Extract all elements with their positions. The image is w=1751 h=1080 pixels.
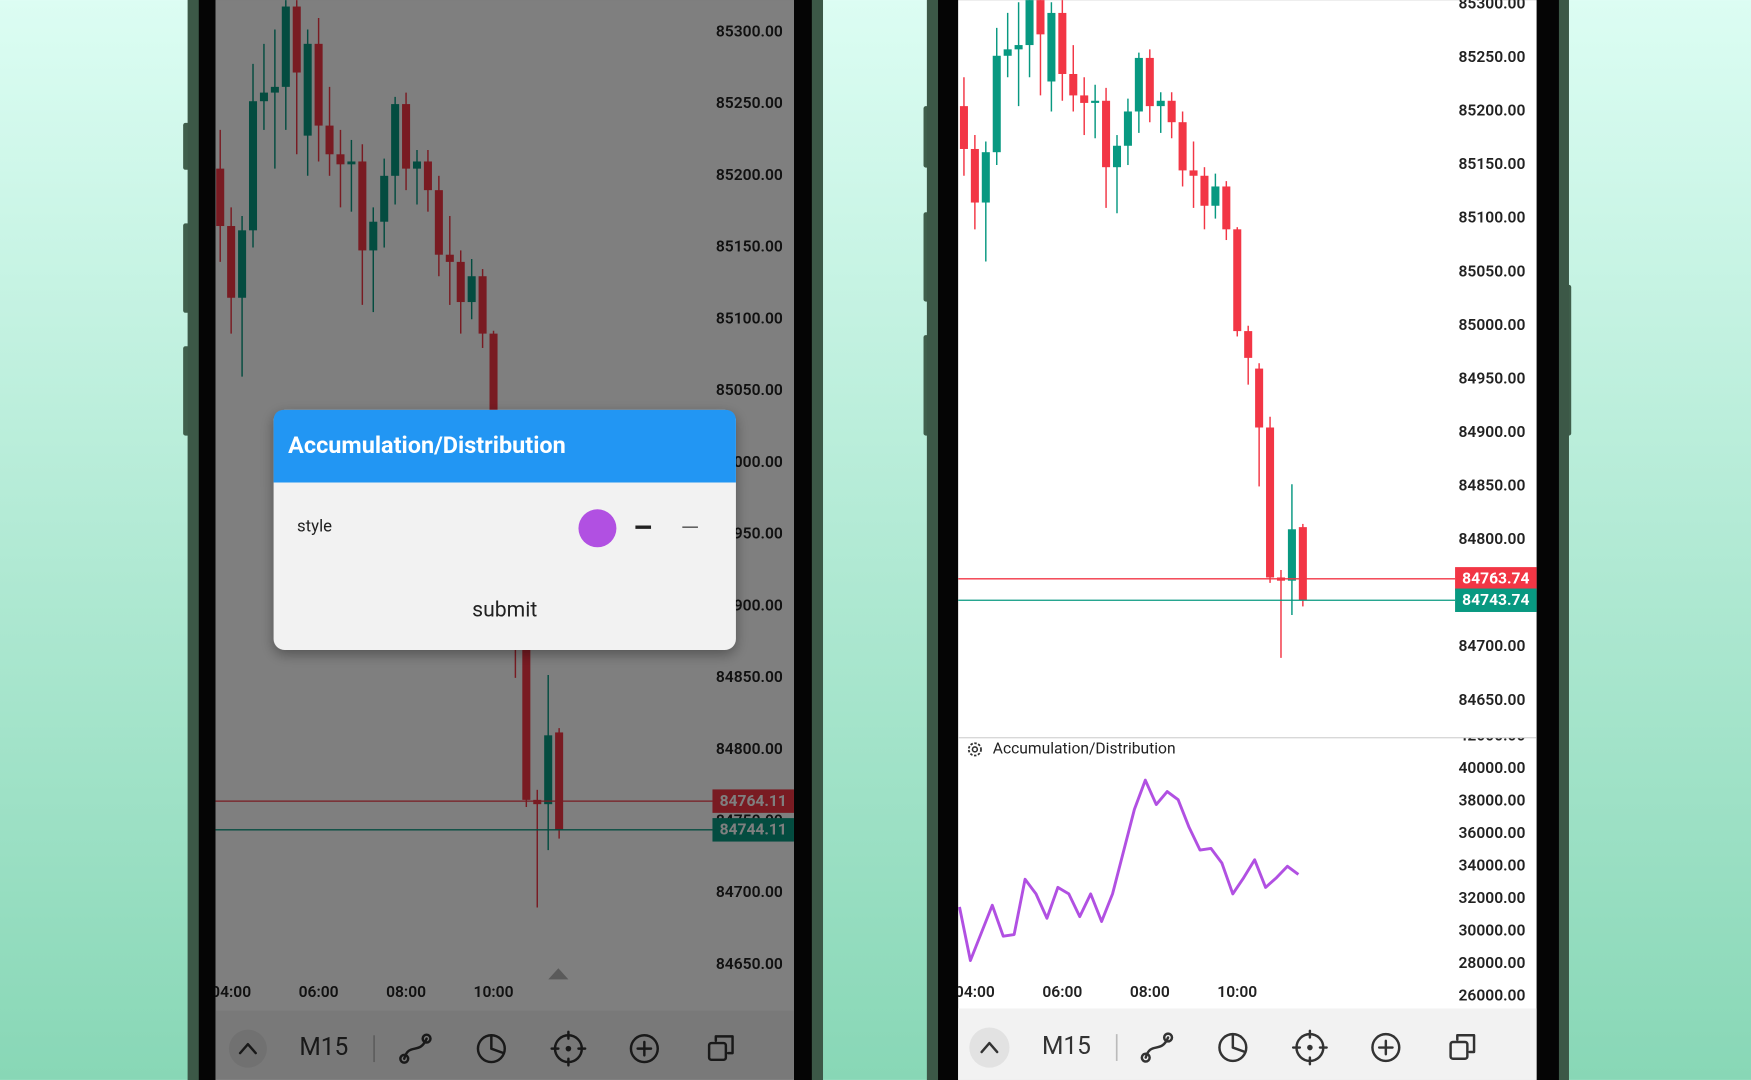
candle-body bbox=[1014, 45, 1023, 50]
indicator-label: 34000.00 bbox=[1458, 855, 1525, 874]
indicator-label: 32000.00 bbox=[1458, 888, 1525, 907]
field-label: style bbox=[297, 517, 332, 537]
indicator-axis: 42000.00 40000.00 38000.00 36000.00 34000.00… bbox=[1458, 725, 1525, 1004]
price-label: 85050.00 bbox=[1458, 261, 1525, 280]
price-label: 85100.00 bbox=[1458, 208, 1525, 227]
candle-body bbox=[1047, 12, 1056, 82]
candle-body bbox=[1069, 73, 1078, 96]
indicator-label: 38000.00 bbox=[1458, 790, 1525, 809]
indicator-label: 30000.00 bbox=[1458, 920, 1525, 939]
price-label: 85200.00 bbox=[1458, 101, 1525, 120]
price-label: 85300.00 bbox=[1458, 0, 1525, 12]
candle-body bbox=[981, 152, 990, 203]
price-label: 85250.00 bbox=[1458, 47, 1525, 66]
candle-body bbox=[1123, 111, 1132, 146]
indicator-pane bbox=[958, 778, 1300, 962]
candle-body bbox=[1244, 331, 1253, 358]
candle-body bbox=[1091, 100, 1100, 103]
candle-body bbox=[1167, 100, 1176, 123]
candle-body bbox=[1036, 0, 1045, 35]
candle-body bbox=[1222, 186, 1231, 230]
candle-body bbox=[1003, 49, 1012, 56]
candle-body bbox=[1200, 175, 1209, 206]
candle-body bbox=[1266, 427, 1275, 578]
candle-body bbox=[1287, 529, 1296, 581]
right-phone: 04:00 06:00 08:00 10:00 85300.00 85250.00 852… bbox=[923, 0, 1572, 1080]
candle-body bbox=[1058, 12, 1067, 74]
candle-body bbox=[1233, 229, 1242, 332]
candle-body bbox=[970, 148, 979, 203]
indicator-title[interactable]: Accumulation/Distribution bbox=[993, 739, 1176, 758]
indicator-label: 26000.00 bbox=[1458, 985, 1525, 1004]
price-label: 84900.00 bbox=[1458, 422, 1525, 441]
candle-body bbox=[1112, 145, 1122, 168]
candle-body bbox=[1211, 186, 1220, 206]
price-tag bbox=[1455, 588, 1537, 612]
price-axis: 85300.00 85250.00 85200.00 85150.00 85100.00… bbox=[1455, 0, 1537, 709]
candle-body bbox=[1145, 57, 1154, 107]
price-tag-label: 84743.74 bbox=[1462, 590, 1529, 609]
price-tag bbox=[1455, 567, 1537, 591]
price-label: 85000.00 bbox=[1458, 315, 1525, 334]
time-axis: 04:00 06:00 08:00 10:00 bbox=[955, 982, 1257, 1001]
time-label: 08:00 bbox=[1130, 982, 1170, 1001]
submit-button[interactable]: submit bbox=[472, 598, 537, 623]
candle-body bbox=[1255, 368, 1264, 428]
screen bbox=[958, 0, 1537, 1080]
time-label: 04:00 bbox=[955, 982, 995, 1001]
price-label: 84950.00 bbox=[1458, 368, 1525, 387]
candle-body bbox=[992, 55, 1001, 153]
candle-body bbox=[959, 106, 968, 149]
price-label: 84800.00 bbox=[1458, 529, 1525, 548]
indicator-label: 42000.00 bbox=[1458, 725, 1525, 744]
toolbar bbox=[958, 1008, 1537, 1080]
indicator-label: 36000.00 bbox=[1458, 823, 1525, 842]
candle-body bbox=[1025, 0, 1034, 46]
dialog bbox=[273, 409, 736, 650]
price-tag-label: 84763.74 bbox=[1462, 569, 1529, 588]
candle-body bbox=[1080, 95, 1089, 103]
price-label: 84650.00 bbox=[1458, 690, 1525, 709]
candle-body bbox=[1102, 100, 1111, 168]
settings-icon[interactable] bbox=[967, 742, 982, 757]
dialog-header bbox=[273, 409, 736, 483]
candle-body bbox=[1298, 527, 1307, 600]
indicator-label: 40000.00 bbox=[1458, 758, 1525, 777]
timeframe[interactable]: M15 bbox=[1042, 1031, 1091, 1060]
color-picker[interactable] bbox=[578, 509, 617, 548]
dialog-title: Accumulation/Distribution bbox=[288, 431, 566, 459]
candle-body bbox=[1134, 57, 1143, 112]
time-label: 06:00 bbox=[1042, 982, 1082, 1001]
expand-button[interactable] bbox=[969, 1027, 1010, 1068]
price-label: 84700.00 bbox=[1458, 636, 1525, 655]
price-label: 84850.00 bbox=[1458, 476, 1525, 495]
indicator-label: 28000.00 bbox=[1458, 953, 1525, 972]
indicator-line bbox=[958, 778, 1300, 962]
candle-body bbox=[1156, 100, 1165, 107]
price-chart bbox=[958, 0, 1456, 658]
time-label: 10:00 bbox=[1217, 982, 1257, 1001]
price-label: 85150.00 bbox=[1458, 154, 1525, 173]
scroll-indicator bbox=[548, 968, 569, 980]
candle-body bbox=[1178, 122, 1187, 171]
candle-body bbox=[1189, 170, 1198, 176]
